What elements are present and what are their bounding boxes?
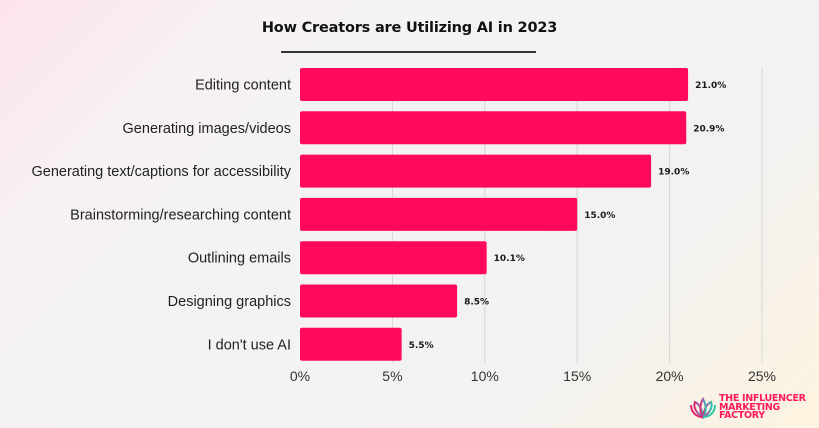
brand-line-3: FACTORY — [719, 410, 765, 421]
bar — [300, 154, 652, 188]
x-tick-label: 5% — [382, 368, 402, 384]
chart-title: How Creators are Utilizing AI in 2023 — [261, 20, 558, 36]
value-label: 15.0% — [584, 211, 615, 221]
category-label: Generating images/videos — [123, 121, 291, 137]
x-axis-ticks: 0% 5% 10% 15% 20% 25% — [290, 368, 776, 384]
brand-line-1: THE INFLUENCER — [719, 393, 806, 404]
x-tick-label: 10% — [471, 368, 499, 384]
bars — [300, 68, 689, 361]
x-tick-label: 20% — [656, 368, 684, 384]
brand-logo: THE INFLUENCER MARKETING FACTORY — [690, 393, 806, 421]
category-label: Brainstorming/researching content — [70, 207, 291, 223]
value-label: 8.5% — [464, 298, 489, 308]
value-label: 21.0% — [695, 81, 726, 91]
bar — [300, 327, 402, 361]
category-label: Designing graphics — [168, 294, 291, 310]
value-labels: 21.0% 20.9% 19.0% 15.0% 10.1% 8.5% 5.5% — [409, 81, 727, 351]
category-label: I don't use AI — [208, 337, 291, 353]
category-label: Outlining emails — [188, 251, 291, 267]
lotus-icon — [690, 396, 716, 419]
category-label: Editing content — [195, 78, 291, 94]
value-label: 10.1% — [494, 254, 525, 264]
category-labels: Editing content Generating images/videos G… — [31, 78, 291, 354]
bar — [300, 241, 487, 275]
bar — [300, 68, 689, 101]
bar — [300, 284, 458, 318]
value-label: 5.5% — [409, 341, 434, 351]
x-tick-label: 15% — [563, 368, 591, 384]
bar — [300, 111, 687, 145]
category-label: Generating text/captions for accessibili… — [31, 164, 291, 180]
x-tick-label: 0% — [290, 368, 310, 384]
title-underline — [281, 51, 536, 53]
brand-line-2: MARKETING — [719, 401, 781, 413]
x-tick-label: 25% — [748, 368, 776, 384]
value-label: 20.9% — [693, 124, 724, 134]
brand-name: THE INFLUENCER MARKETING FACTORY — [719, 393, 806, 421]
value-label: 19.0% — [658, 168, 689, 178]
bar — [300, 197, 578, 231]
